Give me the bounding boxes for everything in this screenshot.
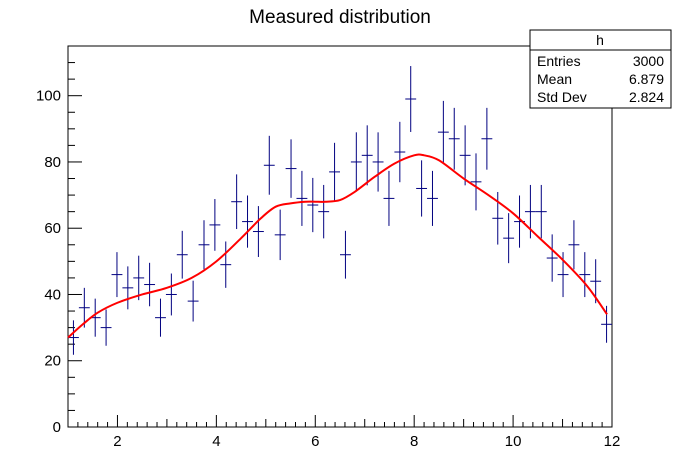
data-point xyxy=(448,107,460,170)
fit-curve xyxy=(67,153,608,339)
data-point xyxy=(503,213,515,264)
data-point xyxy=(78,287,90,328)
data-point xyxy=(198,220,210,270)
y-axis: 0 20 40 60 80 100 xyxy=(36,62,82,436)
data-point xyxy=(394,121,406,183)
y-tick-label: 60 xyxy=(44,220,61,237)
stats-box-title: h xyxy=(596,32,604,48)
data-point xyxy=(252,206,264,257)
data-point xyxy=(405,66,417,132)
data-point xyxy=(601,305,612,343)
x-tick-label: 8 xyxy=(410,433,418,450)
data-point xyxy=(568,220,580,270)
data-point xyxy=(165,273,177,316)
data-point xyxy=(242,195,253,248)
stats-stddev-value: 2.824 xyxy=(629,89,664,105)
data-point xyxy=(459,125,471,186)
data-point xyxy=(535,184,547,239)
stats-entries-value: 3000 xyxy=(633,53,664,69)
y-tick-label: 20 xyxy=(44,353,61,370)
stats-box: h Entries 3000 Mean 6.879 Std Dev 2.824 xyxy=(529,29,672,109)
x-axis: 2 4 6 8 10 12 xyxy=(67,415,621,450)
x-tick-label: 4 xyxy=(212,433,220,450)
data-point xyxy=(209,199,221,251)
data-point xyxy=(274,209,286,261)
x-tick-label: 12 xyxy=(604,433,621,450)
data-point xyxy=(122,266,134,310)
data-point xyxy=(307,177,319,233)
y-tick-label: 100 xyxy=(36,88,61,105)
data-point xyxy=(100,309,112,346)
stats-entries-label: Entries xyxy=(537,53,581,69)
stats-stddev-label: Std Dev xyxy=(537,89,587,105)
data-point xyxy=(340,230,351,279)
y-tick-label: 80 xyxy=(44,154,61,171)
data-point xyxy=(155,298,166,337)
data-point xyxy=(329,142,340,201)
data-point xyxy=(383,170,395,226)
data-point xyxy=(318,184,330,239)
x-tick-label: 10 xyxy=(505,433,522,450)
x-tick-label: 2 xyxy=(113,433,121,450)
stats-mean-value: 6.879 xyxy=(629,71,664,87)
data-point xyxy=(111,252,123,298)
data-point xyxy=(187,280,199,322)
stats-mean-label: Mean xyxy=(537,71,572,87)
data-point xyxy=(481,107,493,170)
chart-title: Measured distribution xyxy=(249,7,431,28)
data-point xyxy=(231,174,243,230)
data-point xyxy=(68,320,79,355)
data-point xyxy=(427,170,438,226)
data-point xyxy=(546,234,558,282)
y-tick-label: 0 xyxy=(53,419,61,436)
data-points xyxy=(68,66,612,355)
y-tick-label: 40 xyxy=(44,286,61,303)
plot-frame xyxy=(67,45,613,428)
data-point xyxy=(133,255,145,301)
data-point xyxy=(416,160,428,217)
data-point xyxy=(437,100,449,164)
data-point xyxy=(361,125,373,186)
data-point xyxy=(372,132,384,192)
data-point xyxy=(144,262,156,307)
data-point xyxy=(263,135,275,195)
x-tick-label: 6 xyxy=(311,433,319,450)
data-point xyxy=(296,170,308,226)
data-point xyxy=(350,132,362,192)
data-point xyxy=(470,153,482,211)
data-point xyxy=(285,139,297,198)
data-point xyxy=(220,241,232,288)
data-point xyxy=(176,230,188,279)
stats-box-frame xyxy=(529,29,672,109)
data-point xyxy=(579,252,591,298)
